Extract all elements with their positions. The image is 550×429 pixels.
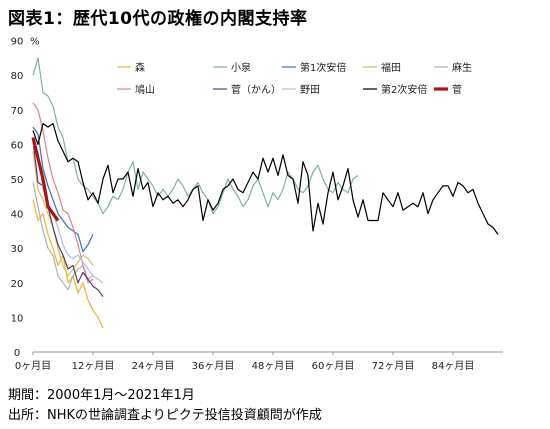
y-tick-label: 0 (14, 348, 20, 359)
source-note: 出所：NHKの世論調査よりピクテ投信投資顧問が作成 (8, 408, 322, 423)
x-tick-label: 24ヶ月目 (132, 360, 175, 372)
series-lines (31, 57, 499, 329)
x-tick-label: 84ヶ月目 (432, 360, 475, 372)
series-line-1 (32, 57, 359, 215)
series-line-2 (32, 126, 94, 253)
legend-label: 菅 (452, 84, 462, 96)
legend-label: 野田 (300, 84, 320, 96)
y-unit-label: % (30, 37, 40, 48)
legend-label: 麻生 (452, 61, 472, 74)
series-line-3 (32, 151, 94, 277)
y-tick-label: 60 (11, 140, 24, 151)
legend-label: 鳩山 (135, 83, 155, 96)
legend-label: 第1次安倍 (300, 61, 346, 74)
series-line-5 (32, 102, 94, 284)
period-note: 期間：2000年1月～2021年1月 (8, 388, 195, 403)
x-tick-label: 0ヶ月目 (15, 360, 51, 372)
series-line-6 (32, 140, 104, 297)
x-tick-label: 12ヶ月目 (72, 360, 115, 372)
x-tick-label: 60ヶ月目 (312, 360, 355, 372)
y-tick-label: 50 (11, 175, 24, 186)
y-tick-label: 90 (11, 37, 24, 48)
legend-label: 菅（かん） (231, 84, 281, 96)
series-line-8 (32, 122, 499, 235)
series-line-0 (32, 199, 104, 329)
x-tick-label: 48ヶ月目 (252, 360, 295, 372)
x-tick-label: 72ヶ月目 (372, 360, 415, 372)
x-tick-label: 36ヶ月目 (192, 360, 235, 372)
legend-label: 小泉 (231, 61, 251, 74)
y-tick-label: 40 (11, 210, 24, 221)
series-line-9 (31, 137, 60, 222)
y-tick-label: 20 (11, 279, 24, 290)
y-tick-label: 10 (11, 313, 24, 324)
legend-label: 福田 (381, 61, 401, 74)
x-axis: 0ヶ月目 12ヶ月目 24ヶ月目 36ヶ月目 48ヶ月目 60ヶ月目 72ヶ月目 84ヶ月目 (15, 351, 503, 372)
y-tick-label: 30 (11, 244, 24, 255)
chart-title: 図表1：歴代10代の政権の内閣支持率 (8, 9, 308, 29)
y-tick-label: 70 (11, 106, 24, 117)
legend-label: 森 (135, 61, 145, 74)
legend-label: 第2次安倍 (381, 83, 427, 96)
y-tick-label: 80 (11, 71, 24, 82)
y-axis: 0 10 20 30 40 50 60 70 80 90% (11, 37, 40, 359)
